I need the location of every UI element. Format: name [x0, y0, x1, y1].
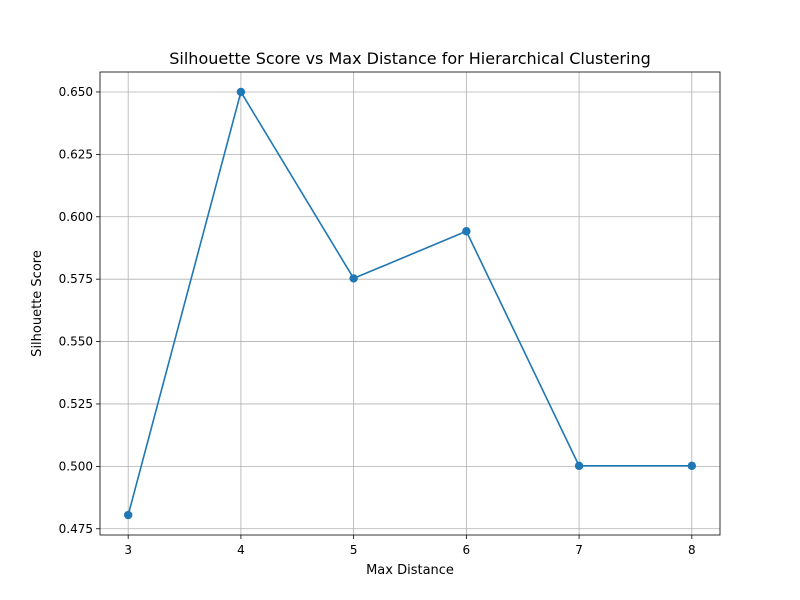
y-tick-label: 0.500 — [59, 459, 93, 473]
data-point — [462, 227, 471, 236]
y-tick-label: 0.475 — [59, 522, 93, 536]
grid-lines — [100, 72, 720, 535]
y-tick-label: 0.575 — [59, 272, 93, 286]
y-tick-label: 0.525 — [59, 397, 93, 411]
x-tick-label: 5 — [350, 543, 358, 557]
data-series — [123, 87, 697, 520]
chart-title: Silhouette Score vs Max Distance for Hie… — [169, 49, 651, 68]
x-tick-label: 4 — [237, 543, 245, 557]
x-tick-label: 8 — [688, 543, 696, 557]
y-tick-label: 0.600 — [59, 210, 93, 224]
y-tick-label: 0.650 — [59, 85, 93, 99]
plot-frame — [99, 71, 721, 536]
x-tick-label: 7 — [575, 543, 583, 557]
data-point — [574, 461, 584, 471]
data-point — [236, 87, 246, 97]
y-tick-label: 0.550 — [59, 335, 93, 349]
data-point — [687, 461, 697, 471]
x-tick-label: 6 — [463, 543, 471, 557]
x-axis-label: Max Distance — [366, 563, 454, 578]
series-line — [127, 91, 692, 516]
y-tick-label: 0.625 — [59, 147, 93, 161]
x-tick-label: 3 — [124, 543, 132, 557]
y-axis-label: Silhouette Score — [30, 250, 45, 357]
data-point — [349, 274, 358, 283]
axis-ticks: 3 4 5 6 7 8 0.475 0.500 0.525 0.550 0.575 0.600 0.62… — [59, 85, 696, 557]
data-point — [123, 510, 133, 520]
